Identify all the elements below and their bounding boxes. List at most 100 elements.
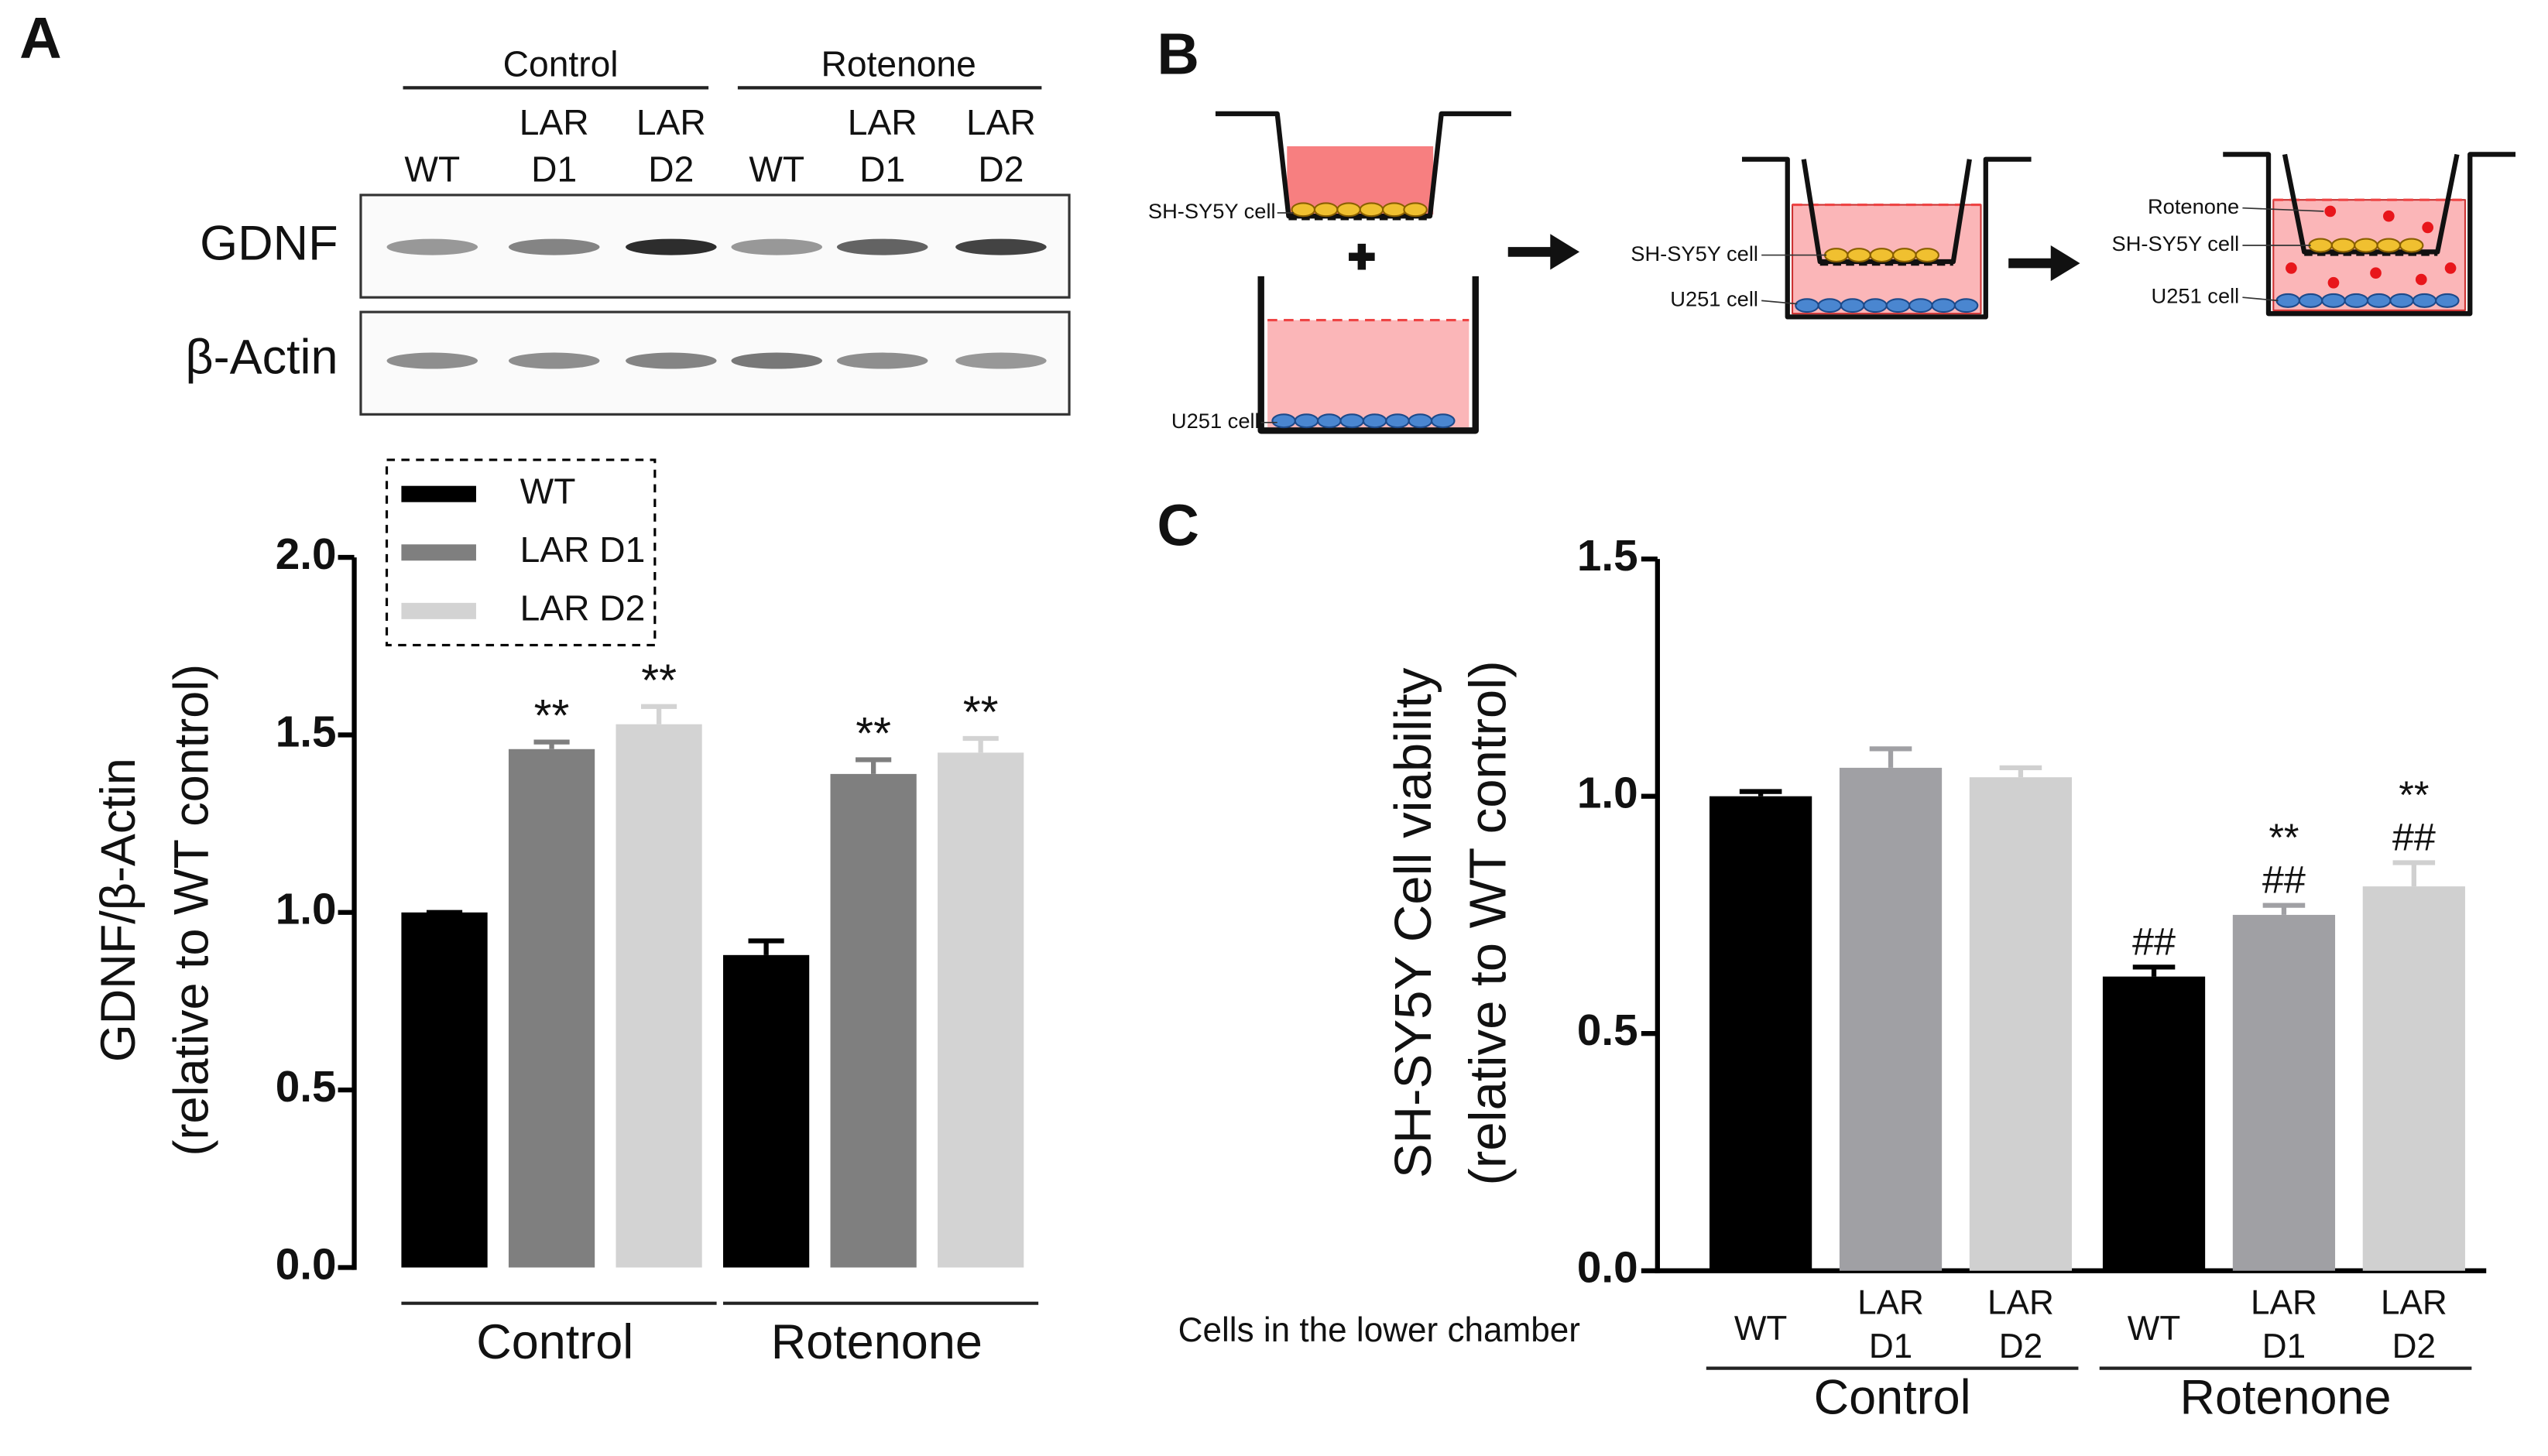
bar — [1709, 796, 1812, 1271]
leader-line — [1761, 300, 1798, 305]
cell — [1795, 298, 1819, 313]
blot-lane-label: D1 — [531, 149, 577, 190]
leader-line — [2242, 296, 2279, 302]
cell — [2366, 293, 2392, 308]
cell — [1291, 202, 1316, 218]
cell — [2435, 293, 2460, 308]
x-tick-label: D1 — [1869, 1328, 1912, 1365]
medium — [1287, 146, 1434, 215]
bar — [1839, 767, 1943, 1271]
y-axis-title: GDNF/β-Actin — [91, 758, 146, 1062]
legend-box — [385, 458, 657, 647]
cell — [2389, 293, 2414, 308]
cell — [1336, 202, 1361, 218]
cell — [1339, 413, 1364, 429]
blot-lane-label: LAR — [848, 102, 917, 142]
diagram-label: SH-SY5Y cell — [2112, 231, 2240, 255]
significance: ** — [2269, 815, 2299, 859]
panel-label: A — [19, 6, 62, 71]
x-tick-label: LAR — [1987, 1283, 2054, 1321]
cell — [2298, 293, 2323, 308]
blot-row-label: GDNF — [200, 217, 338, 271]
y-tick-label: 0.0 — [276, 1240, 337, 1289]
x-tick-label: LAR — [1857, 1283, 1924, 1321]
diagram-label: U251 cell — [1670, 287, 1758, 311]
cell — [1359, 202, 1384, 218]
blot-lane-label: LAR — [636, 102, 706, 142]
cell — [1817, 298, 1843, 313]
rotenone-dot — [2444, 262, 2457, 274]
y-tick-label: 1.5 — [1577, 532, 1638, 581]
cell — [1915, 248, 1939, 263]
y-tick-label: 0.0 — [1577, 1244, 1638, 1293]
x-tick-label: WT — [1734, 1310, 1788, 1348]
cell — [1271, 413, 1296, 429]
cell — [2344, 293, 2369, 308]
rotenone-dot — [2370, 267, 2382, 279]
legend-label: WT — [520, 471, 576, 511]
rotenone-dot — [2415, 273, 2427, 286]
band — [836, 238, 928, 255]
significance: ** — [856, 709, 891, 759]
cell — [2399, 238, 2424, 253]
panel-label: B — [1157, 22, 1199, 87]
band — [626, 352, 717, 369]
group-label: Control — [1814, 1370, 1971, 1424]
blot-lane-label: D2 — [978, 149, 1024, 190]
band — [731, 352, 823, 369]
cell — [1823, 248, 1849, 263]
y-tick-label: 0.5 — [1577, 1006, 1638, 1055]
cell — [1869, 248, 1895, 263]
cell — [1908, 298, 1933, 313]
x-tick-label: LAR — [2251, 1283, 2317, 1321]
diagram-label: SH-SY5Y cell — [1631, 242, 1758, 266]
x-tick-label: D1 — [2262, 1328, 2306, 1365]
significance: ** — [963, 687, 999, 738]
cell — [1408, 413, 1433, 429]
bar — [722, 954, 810, 1268]
x-tick-label: LAR — [2381, 1283, 2447, 1321]
cell — [1313, 202, 1339, 218]
cell — [2412, 293, 2437, 308]
error-bar — [1739, 789, 1782, 797]
x-axis-title: Cells in the lower chamber — [1178, 1311, 1580, 1349]
well — [1741, 156, 2032, 320]
well — [1257, 276, 1479, 434]
diagram-label: Rotenone — [2148, 194, 2239, 218]
western-blot — [359, 86, 1071, 416]
error-bar — [2392, 860, 2436, 887]
error-bar — [640, 704, 677, 725]
bar — [508, 749, 595, 1268]
blot-row — [359, 310, 1071, 416]
bar — [1969, 777, 2073, 1271]
cell — [1931, 298, 1956, 313]
blot-group-label: Rotenone — [821, 43, 976, 84]
cell — [1431, 413, 1456, 429]
x-tick-label: D2 — [1999, 1328, 2042, 1365]
bar — [616, 724, 702, 1268]
bar — [401, 912, 488, 1268]
cell — [2376, 238, 2402, 253]
arrow-head — [1550, 234, 1580, 270]
blot-lane-label: LAR — [520, 102, 589, 142]
band — [955, 238, 1047, 255]
cell — [1953, 298, 1979, 313]
blot-lane-label: D1 — [859, 149, 905, 190]
bar — [2362, 886, 2465, 1271]
x-tick-label: Rotenone — [771, 1315, 983, 1369]
legend-swatch — [401, 485, 476, 502]
y-tick-label: 1.0 — [276, 886, 337, 934]
error-bar — [2132, 964, 2176, 977]
y-axis-title: SH-SY5Y Cell viability — [1384, 667, 1442, 1178]
significance: ** — [641, 656, 677, 706]
bar — [2102, 976, 2206, 1271]
blot-lane-label: LAR — [966, 102, 1036, 142]
cell — [1385, 413, 1410, 429]
legend-swatch — [401, 544, 476, 561]
blot-lane-label: D2 — [648, 149, 694, 190]
diagram-label: U251 cell — [1171, 409, 1260, 433]
y-tick-label: 1.0 — [1577, 769, 1638, 818]
cell — [2354, 238, 2378, 253]
cell — [1885, 298, 1911, 313]
blot-row-label: β-Actin — [185, 331, 338, 385]
